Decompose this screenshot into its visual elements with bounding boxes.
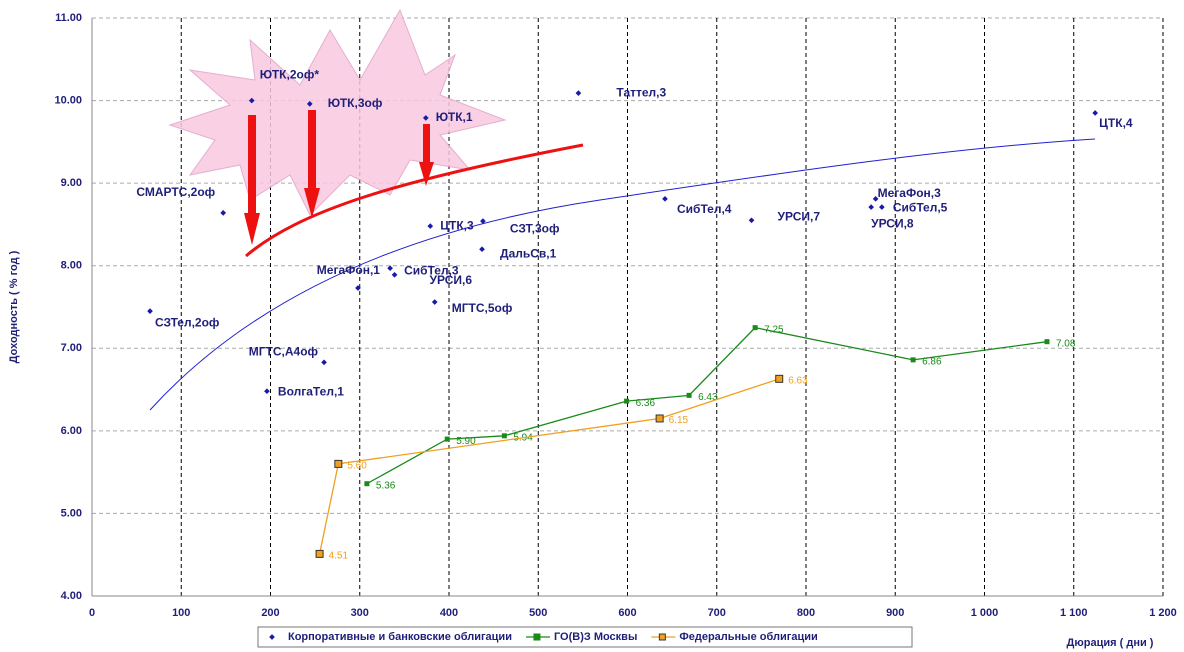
point-label: МегаФон,1 (317, 263, 380, 277)
point-label: ЮТК,1 (436, 110, 473, 124)
y-tick-label: 5.00 (61, 507, 82, 519)
marker (686, 392, 692, 398)
data-point (147, 308, 153, 314)
data-point (480, 218, 486, 224)
y-tick-label: 10.00 (54, 94, 82, 106)
annotation (149, 8, 1096, 411)
point-label: ЦТК,4 (1099, 116, 1133, 130)
data-point (264, 388, 270, 395)
data-point (422, 115, 429, 121)
y-tick-label: 11.00 (55, 12, 82, 24)
marker (655, 414, 664, 423)
data-point (321, 359, 327, 366)
data-point (479, 246, 485, 253)
marker (624, 398, 630, 404)
x-tick-label: 1 000 (971, 607, 999, 619)
point-label: Таттел,3 (616, 85, 666, 99)
value-label: 4.51 (329, 551, 349, 562)
data-point (248, 97, 255, 104)
x-tick-label: 1 200 (1149, 607, 1177, 619)
data-point (662, 196, 668, 202)
x-tick-label: 300 (351, 607, 369, 619)
line (366, 326, 1048, 485)
x-tick-label: 100 (172, 607, 190, 619)
y-tick-label: 8.00 (61, 260, 82, 272)
point-label: ЮТК,2оф* (260, 68, 320, 82)
data-point (575, 90, 582, 96)
marker (752, 325, 758, 331)
marker (444, 436, 450, 442)
value-label: 5.90 (456, 436, 476, 447)
x-tick-label: 700 (708, 607, 726, 619)
data-point (868, 204, 874, 210)
data-point (355, 285, 361, 291)
marker (501, 433, 507, 439)
x-tick-label: 500 (529, 607, 547, 619)
x-tick-label: 1 100 (1060, 607, 1088, 619)
data-point (306, 101, 313, 107)
marker (315, 549, 324, 558)
data-point (431, 299, 438, 305)
value-label: 5.36 (376, 480, 396, 491)
y-tick-label: 7.00 (61, 342, 82, 354)
x-tick-label: 200 (261, 607, 279, 619)
point-label: УРСИ,8 (871, 216, 914, 230)
value-label: 6.86 (922, 356, 942, 367)
point-label: СЗТ,3оф (510, 221, 560, 235)
point-label: ЮТК,3оф (328, 96, 383, 110)
x-tick-label: 400 (440, 607, 458, 619)
y-axis-label: Доходность ( % год ) (8, 250, 20, 363)
data-point (748, 217, 755, 224)
legend-marker (269, 634, 275, 640)
data-point (427, 223, 434, 229)
legend-marker (533, 633, 541, 641)
point-label: ЦТК,3 (440, 218, 474, 232)
legend-label: ГО(В)З Москвы (554, 631, 637, 643)
point-label: ВолгаТел,1 (278, 384, 344, 398)
point-label: МегаФон,3 (878, 186, 941, 200)
value-label: 7.08 (1056, 338, 1076, 349)
x-tick-label: 900 (886, 607, 904, 619)
x-axis-label: Дюрация ( дни ) (1067, 637, 1154, 649)
point-label: СибТел,3 (404, 263, 459, 277)
marker (364, 481, 370, 487)
point-label: УРСИ,6 (430, 273, 473, 287)
point-label: УРСИ,7 (778, 209, 821, 223)
point-label: МГТС,А4оф (249, 344, 319, 358)
value-label: 5.60 (347, 461, 367, 472)
value-label: 6.36 (636, 398, 656, 409)
data-point (1092, 110, 1098, 116)
point-label: СМАРТС,2оф (136, 185, 215, 199)
value-label: 6.43 (698, 392, 718, 403)
data-point (391, 271, 398, 278)
x-tick-label: 600 (618, 607, 636, 619)
marker (910, 357, 916, 363)
point-label: ДальСв,1 (500, 246, 557, 260)
legend-label: Корпоративные и банковские облигации (288, 631, 512, 643)
point-label: СибТел,4 (677, 202, 732, 216)
value-label: 6.15 (669, 415, 689, 426)
point-label: МГТС,5оф (452, 301, 513, 315)
marker (775, 374, 784, 383)
legend-marker (658, 633, 666, 641)
legend (257, 626, 913, 648)
marker (1044, 339, 1050, 345)
data-point (387, 265, 393, 272)
marker (334, 459, 343, 468)
y-tick-label: 4.00 (61, 590, 82, 602)
x-tick-label: 800 (797, 607, 815, 619)
data-point (879, 204, 885, 210)
x-tick-label: 0 (89, 607, 95, 619)
y-tick-label: 6.00 (61, 425, 82, 437)
line (318, 378, 780, 555)
point-label: СибТел,5 (893, 200, 948, 214)
legend-label: Федеральные облигации (679, 631, 817, 643)
value-label: 7.25 (764, 324, 784, 335)
y-tick-label: 9.00 (61, 177, 82, 189)
point-label: СЗТел,2оф (155, 315, 220, 329)
data-point (220, 210, 227, 216)
value-label: 6.63 (788, 375, 808, 386)
